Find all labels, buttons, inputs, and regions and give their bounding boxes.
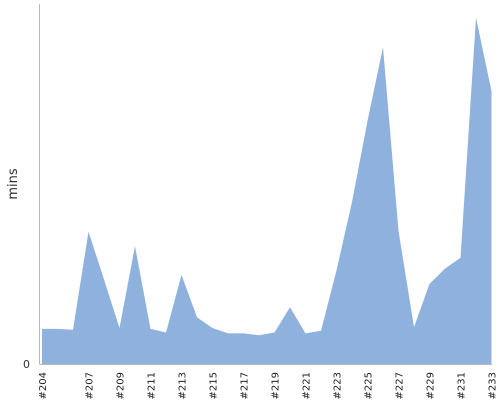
x-tick-label: #225 [364,372,375,399]
y-axis-label: mins [6,168,21,200]
x-tick-label: #219 [271,372,282,399]
x-tick-label: #233 [488,372,499,399]
plot-area [39,4,492,365]
y-tick-0: 0 [23,358,30,371]
x-tick-label: #221 [302,372,313,399]
area-series [42,17,492,364]
x-tick-label: #207 [85,372,96,399]
x-axis-ticks: #204 #207 #209 #211 #213 #215 #217 #219 #221 #223… [38,372,499,399]
x-tick-label: #213 [178,372,189,399]
x-tick-label: #229 [426,372,437,399]
x-tick-label: #204 [38,372,49,399]
x-tick-label: #231 [457,372,468,399]
x-tick-label: #209 [116,372,127,399]
x-tick-label: #227 [395,372,406,399]
x-tick-label: #211 [147,372,158,399]
x-tick-label: #217 [240,372,251,399]
x-tick-label: #223 [333,372,344,399]
x-tick-label: #215 [209,372,220,399]
